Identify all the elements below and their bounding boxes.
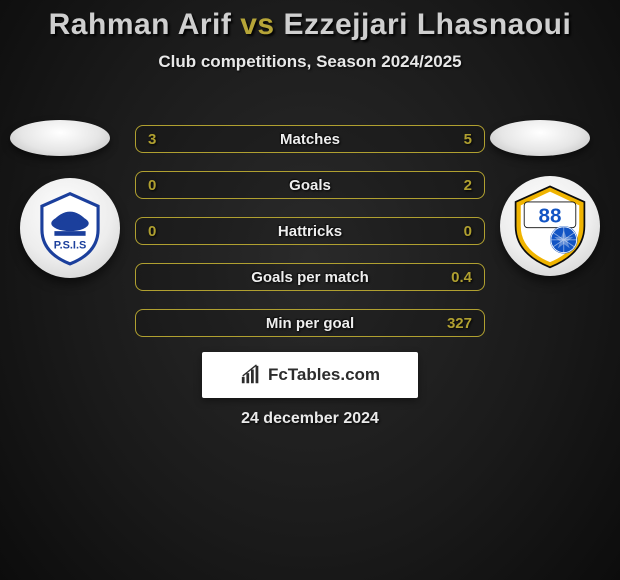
team-right-badge: 88 — [500, 176, 600, 276]
watermark: FcTables.com — [202, 352, 418, 398]
player1-photo-placeholder — [10, 120, 110, 156]
stat-right-value: 5 — [464, 131, 472, 148]
comparison-card: Rahman Arif vs Ezzejjari Lhasnaoui Club … — [0, 0, 620, 580]
player2-photo-slot — [490, 120, 590, 156]
badge-number: 88 — [539, 205, 562, 228]
stat-row: Min per goal327 — [135, 309, 485, 337]
stat-row: 0Hattricks0 — [135, 217, 485, 245]
team-left-slot: P.S.I.S — [20, 178, 120, 278]
player1-photo-slot — [10, 120, 110, 156]
team-left-badge: P.S.I.S — [20, 178, 120, 278]
barito-crest-icon: 88 — [507, 183, 593, 269]
svg-text:P.S.I.S: P.S.I.S — [54, 239, 87, 251]
stat-label: Hattricks — [136, 223, 484, 240]
stat-left-value: 3 — [148, 131, 156, 148]
stat-label: Matches — [136, 131, 484, 148]
generated-date: 24 december 2024 — [0, 410, 620, 428]
stat-right-value: 0 — [464, 223, 472, 240]
stat-label: Goals — [136, 177, 484, 194]
watermark-text: FcTables.com — [268, 365, 380, 385]
stat-row: Goals per match0.4 — [135, 263, 485, 291]
title-vs: vs — [231, 8, 283, 41]
stat-right-value: 2 — [464, 177, 472, 194]
stat-right-value: 0.4 — [451, 269, 472, 286]
stat-left-value: 0 — [148, 177, 156, 194]
stat-label: Min per goal — [136, 315, 484, 332]
stat-row: 0Goals2 — [135, 171, 485, 199]
stat-row: 3Matches5 — [135, 125, 485, 153]
subtitle: Club competitions, Season 2024/2025 — [0, 52, 620, 72]
psis-crest-icon: P.S.I.S — [31, 189, 109, 267]
stats-table: 3Matches50Goals20Hattricks0Goals per mat… — [135, 125, 485, 355]
stat-label: Goals per match — [136, 269, 484, 286]
player2-photo-placeholder — [490, 120, 590, 156]
chart-bars-icon — [240, 364, 262, 386]
title-player2: Ezzejjari Lhasnaoui — [283, 8, 571, 41]
stat-right-value: 327 — [447, 315, 472, 332]
stat-left-value: 0 — [148, 223, 156, 240]
team-right-slot: 88 — [500, 176, 600, 276]
title-player1: Rahman Arif — [49, 8, 232, 41]
page-title: Rahman Arif vs Ezzejjari Lhasnaoui — [0, 0, 620, 42]
